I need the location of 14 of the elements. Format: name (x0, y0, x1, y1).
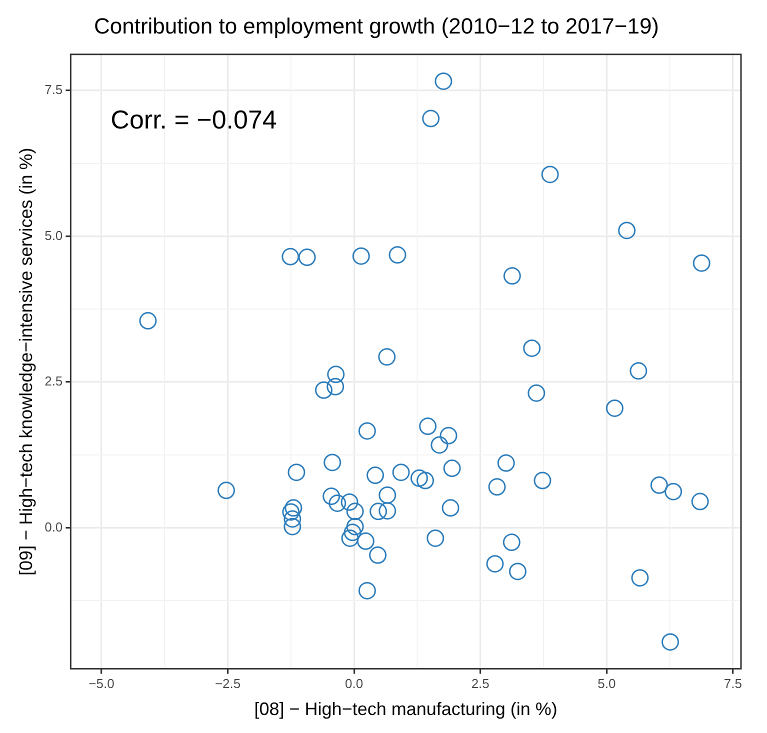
x-tick-label: −2.5 (214, 676, 241, 692)
y-tick-label: 5.0 (44, 228, 63, 243)
x-tick-label: 0.0 (345, 676, 364, 692)
x-tick-label: 7.5 (724, 676, 742, 692)
annotation: Corr. = −0.074 (110, 104, 277, 135)
x-axis-title: [08] − High−tech manufacturing (in %) (254, 699, 558, 720)
x-tick-label: 5.0 (598, 676, 616, 692)
y-tick-label: 0.0 (44, 519, 63, 534)
y-tick-label: 7.5 (44, 82, 63, 98)
chart-title: Contribution to employment growth (2010−12 to 2017−19) (94, 13, 660, 38)
y-axis-title: [09] − High−tech knowledge−intensive services (in %) (16, 148, 36, 576)
y-tick-label: 2.5 (44, 374, 63, 389)
x-tick-label: −5.0 (88, 676, 114, 692)
x-tick-label: 2.5 (471, 676, 490, 692)
